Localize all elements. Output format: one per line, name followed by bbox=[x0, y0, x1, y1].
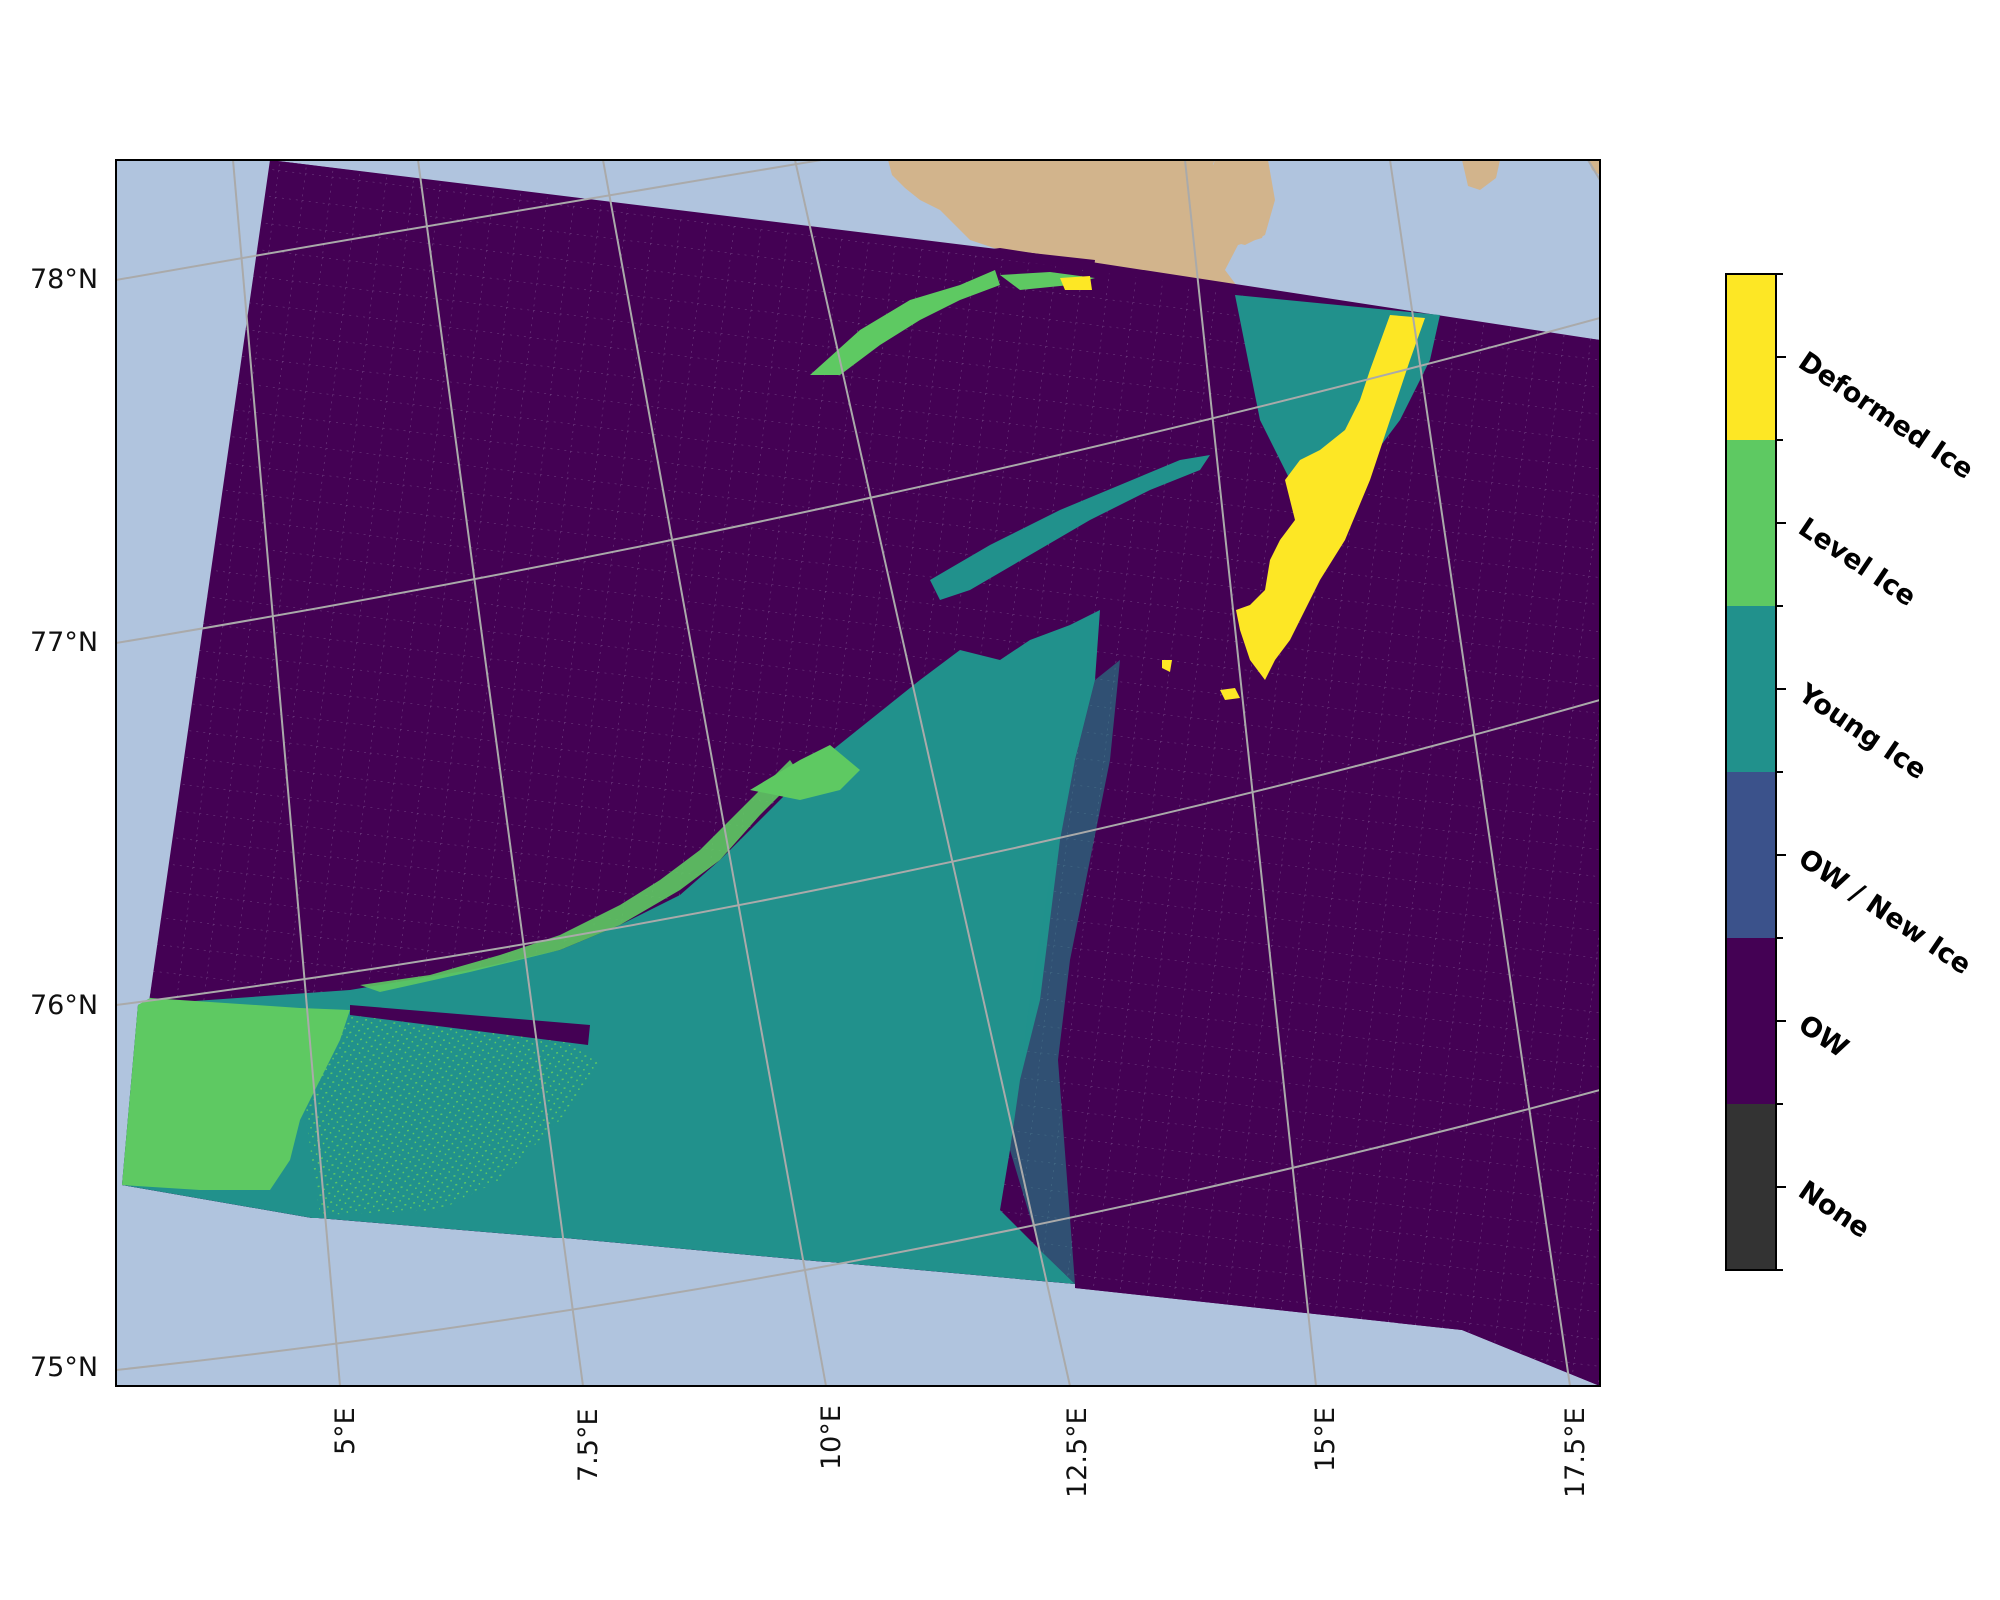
graticule-lon-15 bbox=[1389, 160, 1571, 1386]
graticule-lon-17-5 bbox=[1587, 160, 1600, 181]
graticule-lat-75 bbox=[116, 1089, 1600, 1371]
deformed-ice-patch bbox=[1220, 688, 1240, 700]
young-ice-streak bbox=[930, 455, 1210, 600]
open-water-lead bbox=[350, 1005, 590, 1045]
colorbar-segment-level-ice bbox=[1726, 440, 1776, 606]
graticule-lat-77 bbox=[116, 317, 1600, 644]
lon-label-12-5: 12.5°E bbox=[1062, 1407, 1093, 1498]
graticule-lat-78 bbox=[116, 160, 828, 281]
graticule-lat-76 bbox=[116, 699, 1600, 1006]
graticule-lon-10 bbox=[794, 160, 1071, 1386]
map-frame bbox=[115, 159, 1601, 1387]
lon-label-10: 10°E bbox=[816, 1405, 847, 1470]
deformed-ice-patch bbox=[1162, 660, 1172, 672]
level-ice-streak bbox=[810, 270, 1000, 375]
colorbar-segment-none bbox=[1726, 1104, 1776, 1270]
graticule-lon-2-5 bbox=[232, 160, 341, 1386]
lat-label-76: 76°N bbox=[30, 990, 99, 1021]
land-mass bbox=[1462, 160, 1500, 190]
lon-label-15: 15°E bbox=[1310, 1407, 1341, 1472]
lon-label-5: 5°E bbox=[330, 1407, 361, 1455]
colorbar bbox=[1725, 273, 1786, 1271]
young-ice-fringe bbox=[1010, 660, 1120, 1284]
level-ice-region bbox=[122, 998, 350, 1190]
land-mass bbox=[1205, 160, 1275, 245]
deformed-ice-region bbox=[1236, 315, 1425, 680]
colorbar-segment-young-ice bbox=[1726, 606, 1776, 772]
graticule-lon-5 bbox=[417, 160, 584, 1386]
colorbar-segment-ow-new-ice bbox=[1726, 772, 1776, 938]
lat-label-75: 75°N bbox=[30, 1352, 99, 1383]
lat-label-77: 77°N bbox=[30, 627, 99, 658]
graticule-lon-7-5 bbox=[602, 160, 827, 1386]
level-ice-region bbox=[290, 1010, 600, 1215]
graticule-lon-12-5 bbox=[1184, 160, 1317, 1386]
deformed-ice-patch bbox=[1060, 276, 1092, 290]
colorbar-segment-deformed-ice bbox=[1726, 274, 1776, 440]
level-ice-streak bbox=[1000, 272, 1095, 290]
level-ice-patch bbox=[750, 745, 860, 800]
lon-label-7-5: 7.5°E bbox=[573, 1408, 604, 1483]
colorbar-segment-ow bbox=[1726, 938, 1776, 1104]
lon-label-17-5: 17.5°E bbox=[1560, 1407, 1591, 1498]
lat-label-78: 78°N bbox=[30, 264, 99, 295]
